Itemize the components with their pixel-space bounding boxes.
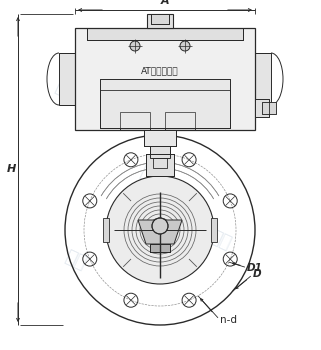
Text: 川阀: 川阀 <box>206 62 234 88</box>
Bar <box>146 154 174 176</box>
Text: 川阀: 川阀 <box>61 247 89 273</box>
Bar <box>103 218 109 242</box>
Bar <box>144 130 176 146</box>
Circle shape <box>130 41 140 51</box>
Text: D: D <box>253 269 261 279</box>
Bar <box>262 102 276 114</box>
Bar <box>59 53 75 105</box>
Bar <box>151 14 169 24</box>
Text: D1: D1 <box>247 263 263 273</box>
Bar <box>151 14 169 24</box>
Text: H: H <box>6 164 16 175</box>
Bar <box>147 14 173 28</box>
Bar <box>87 28 243 40</box>
Bar <box>255 53 271 105</box>
Text: 川阀: 川阀 <box>51 77 79 103</box>
Bar <box>150 244 170 252</box>
Bar <box>255 53 271 105</box>
Bar <box>120 112 150 130</box>
Bar <box>255 99 269 117</box>
Text: A: A <box>161 0 169 6</box>
Bar <box>150 244 170 252</box>
Polygon shape <box>138 220 182 244</box>
Bar <box>75 28 255 130</box>
Bar <box>100 79 230 128</box>
Bar <box>100 79 230 128</box>
Bar <box>153 158 167 168</box>
Bar <box>146 154 174 176</box>
Circle shape <box>180 41 190 51</box>
Bar <box>165 112 195 130</box>
Circle shape <box>106 176 214 284</box>
Bar <box>75 28 255 130</box>
Bar <box>150 146 170 158</box>
Bar <box>165 112 195 130</box>
Text: AT气动执行器: AT气动执行器 <box>141 66 179 76</box>
Text: n-d: n-d <box>220 315 237 325</box>
Text: 川阀: 川阀 <box>136 162 163 188</box>
Bar <box>144 130 176 146</box>
Circle shape <box>152 218 168 234</box>
Bar <box>120 112 150 130</box>
Bar <box>153 158 167 168</box>
Bar <box>262 102 276 114</box>
Bar <box>100 90 230 128</box>
Text: 川阀: 川阀 <box>206 227 234 253</box>
Bar <box>150 146 170 158</box>
Bar <box>255 99 269 117</box>
Bar <box>211 218 217 242</box>
Bar <box>87 28 243 40</box>
Bar <box>59 53 75 105</box>
Bar <box>100 90 230 128</box>
